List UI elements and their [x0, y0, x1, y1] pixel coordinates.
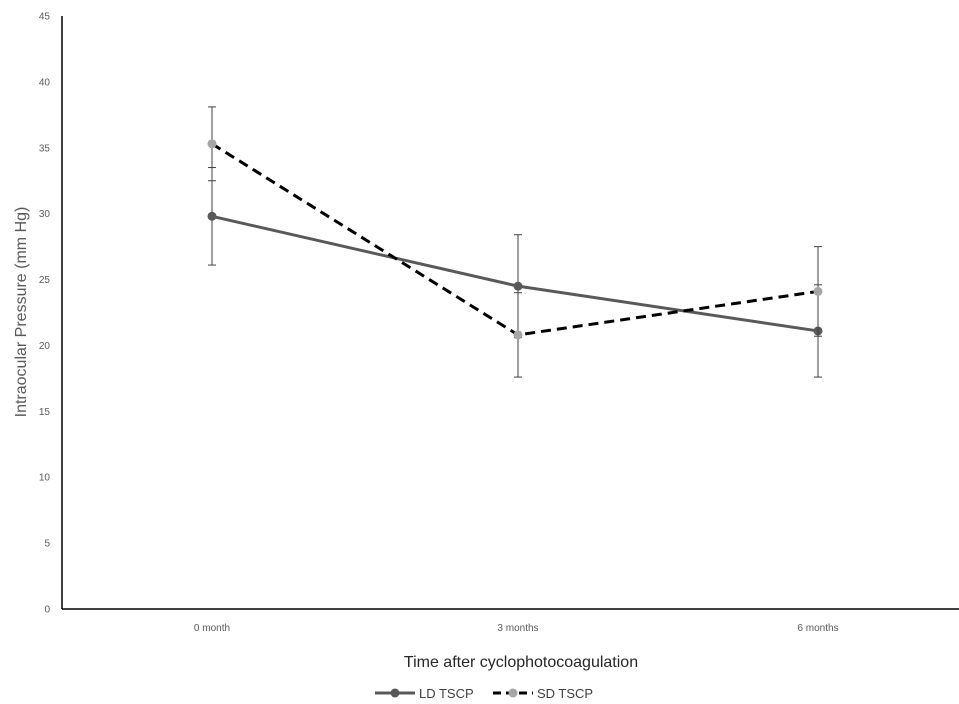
- x-axis-title: Time after cyclophotocoagulation: [404, 654, 638, 671]
- x-axis-ticks: 0 month 3 months 6 months: [194, 623, 839, 634]
- y-tick-label: 40: [39, 77, 51, 88]
- series-layer: [207, 106, 823, 378]
- series-ld: [207, 167, 823, 378]
- legend-label-sd: SD TSCP: [537, 686, 593, 701]
- y-tick-label: 25: [39, 275, 51, 286]
- legend-item-ld: LD TSCP: [375, 686, 474, 701]
- legend: LD TSCP SD TSCP: [375, 686, 593, 701]
- y-tick-label: 30: [39, 209, 51, 220]
- data-point-sd: [207, 139, 217, 149]
- x-tick-label: 3 months: [497, 623, 538, 634]
- y-tick-label: 10: [39, 473, 51, 484]
- legend-swatch-sd-marker: [508, 688, 518, 698]
- x-tick-label: 0 month: [194, 623, 230, 634]
- legend-item-sd: SD TSCP: [493, 686, 593, 701]
- y-axis-ticks: 0 5 10 15 20 25 30 35 40 45: [39, 12, 51, 616]
- legend-label-ld: LD TSCP: [419, 686, 474, 701]
- series-line-ld: [211, 214, 819, 333]
- y-tick-label: 20: [39, 341, 51, 352]
- y-tick-label: 0: [44, 605, 50, 616]
- data-point-sd: [513, 330, 523, 340]
- series-sd: [207, 106, 823, 378]
- legend-swatch-ld-marker: [390, 688, 400, 698]
- y-axis-title: Intraocular Pressure (mm Hg): [13, 207, 30, 418]
- series-line-sd: [211, 142, 819, 337]
- y-tick-label: 35: [39, 143, 51, 154]
- data-point-sd: [813, 286, 823, 296]
- y-tick-label: 45: [39, 12, 51, 23]
- data-point-ld: [513, 281, 523, 291]
- y-tick-label: 5: [44, 539, 50, 550]
- data-point-ld: [207, 211, 217, 221]
- y-tick-label: 15: [39, 407, 51, 418]
- x-tick-label: 6 months: [797, 623, 838, 634]
